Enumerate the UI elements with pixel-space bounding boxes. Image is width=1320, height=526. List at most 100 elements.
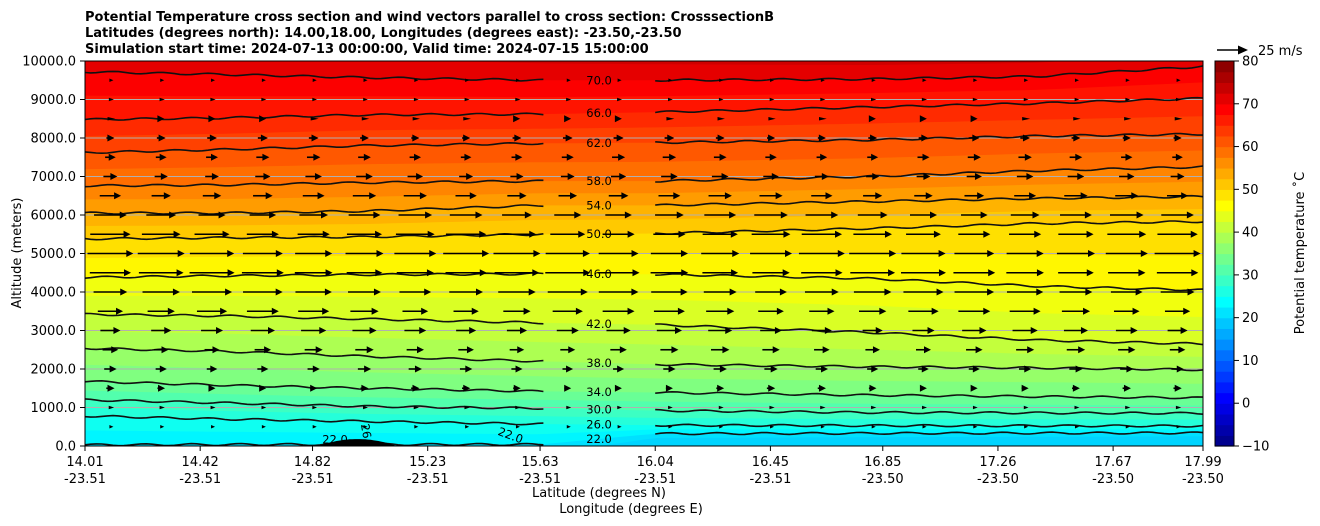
wind-arrow	[770, 424, 775, 429]
wind-arrow-head	[312, 405, 318, 410]
wind-arrow-head	[1124, 116, 1132, 121]
wind-arrow	[137, 250, 185, 257]
wind-arrow	[853, 288, 892, 296]
wind-arrow-head	[565, 134, 573, 142]
wind-arrow	[159, 97, 165, 102]
wind-arrow	[294, 269, 333, 277]
wind-arrow-head	[1130, 327, 1138, 334]
wind-arrow-head	[375, 269, 383, 277]
wind-arrow-head	[108, 97, 114, 102]
wind-arrow-head	[361, 134, 369, 142]
wind-arrow	[142, 288, 180, 296]
wind-arrow-head	[211, 153, 219, 161]
wind-arrow	[867, 365, 879, 373]
wind-arrow	[406, 346, 425, 354]
wind-arrow	[760, 327, 782, 334]
wind-arrow-head	[475, 211, 483, 219]
wind-arrow	[814, 346, 830, 354]
wind-arrow	[155, 365, 167, 373]
wind-arrow	[109, 424, 114, 429]
wind-arrow-head	[619, 346, 627, 354]
wind-arrow	[801, 230, 843, 238]
wind-arrow	[566, 405, 572, 410]
wind-arrow	[820, 97, 826, 102]
wind-arrow-head	[564, 384, 572, 392]
wind-arrow-head	[977, 192, 985, 200]
wind-arrow-head	[1074, 405, 1080, 410]
x-tick-label-lon: -23.51	[749, 472, 791, 487]
wind-arrow-head	[1136, 211, 1144, 219]
wind-arrow-head	[725, 327, 733, 334]
colorbar-segment	[1215, 317, 1234, 329]
wind-arrow	[954, 288, 995, 296]
wind-arrow-head	[727, 307, 735, 315]
wind-arrow	[850, 269, 896, 277]
wind-arrow	[1060, 211, 1092, 219]
wind-arrow-head	[120, 288, 128, 296]
y-tick-label: 8000.0	[31, 132, 77, 147]
wind-arrow	[201, 327, 224, 334]
wind-arrow	[871, 78, 876, 83]
wind-arrow-head	[884, 230, 892, 238]
wind-arrow-head	[322, 307, 330, 315]
wind-arrow	[363, 405, 368, 410]
title-line-1: Potential Temperature cross section and …	[85, 10, 774, 25]
wind-arrow	[958, 230, 991, 238]
wind-arrow-head	[668, 405, 673, 410]
wind-arrow	[811, 327, 832, 334]
wind-arrow	[295, 250, 333, 257]
wind-arrow	[243, 288, 283, 296]
y-tick-label: 4000.0	[31, 286, 77, 301]
wind-arrow-head	[532, 269, 540, 277]
wind-arrow	[914, 192, 933, 200]
wind-arrow	[211, 424, 216, 429]
wind-arrow	[752, 269, 790, 277]
colorbar-segment	[1215, 178, 1234, 190]
wind-arrow-head	[313, 153, 321, 161]
colorbar-segment	[1215, 296, 1234, 308]
wind-arrow-head	[158, 134, 166, 142]
wind-arrow-head	[871, 405, 877, 410]
wind-arrow	[663, 365, 676, 373]
contour-label: 54.0	[586, 198, 612, 212]
wind-arrow	[106, 134, 115, 142]
wind-arrow-head	[668, 78, 673, 83]
wind-arrow-head	[872, 173, 880, 180]
colorbar-frame	[1214, 60, 1235, 447]
wind-arrow-head	[575, 307, 583, 315]
wind-arrow-head	[373, 211, 381, 219]
contour-label: 34.0	[586, 385, 612, 399]
wind-arrow	[1108, 269, 1146, 277]
wind-arrow-head	[677, 307, 685, 315]
wind-arrow-head	[1178, 346, 1186, 354]
wind-arrow	[515, 424, 520, 429]
wind-arrow	[1056, 250, 1095, 257]
wind-arrow	[972, 97, 978, 102]
wind-arrow-head	[930, 211, 938, 219]
wind-arrow-head	[1125, 424, 1130, 429]
wind-arrow	[192, 288, 233, 296]
wind-arrow-head	[419, 192, 427, 200]
wind-arrow-head	[261, 365, 269, 373]
wind-arrow-head	[177, 250, 185, 257]
wind-arrow-head	[1085, 288, 1093, 296]
wind-arrow	[1020, 134, 1030, 142]
wind-arrow	[908, 307, 939, 315]
wind-arrow-head	[983, 230, 991, 238]
wind-arrow-head	[571, 327, 579, 334]
wind-arrow-head	[1024, 365, 1032, 373]
wind-arrow-head	[113, 327, 121, 334]
wind-arrow	[668, 424, 673, 429]
colorbar-segment	[1215, 306, 1234, 319]
x-tick-label-lat: 16.04	[637, 455, 674, 470]
wind-arrow	[206, 153, 219, 161]
wind-arrow	[1105, 250, 1148, 257]
wind-arrow-head	[566, 78, 571, 83]
wind-arrow	[363, 424, 368, 429]
wind-arrow-head	[1180, 327, 1188, 334]
wind-arrow-head	[369, 327, 377, 334]
wind-arrow-head	[466, 346, 474, 354]
wind-arrow-head	[210, 365, 218, 373]
wind-arrow-head	[425, 211, 433, 219]
wind-arrow-head	[583, 269, 591, 277]
